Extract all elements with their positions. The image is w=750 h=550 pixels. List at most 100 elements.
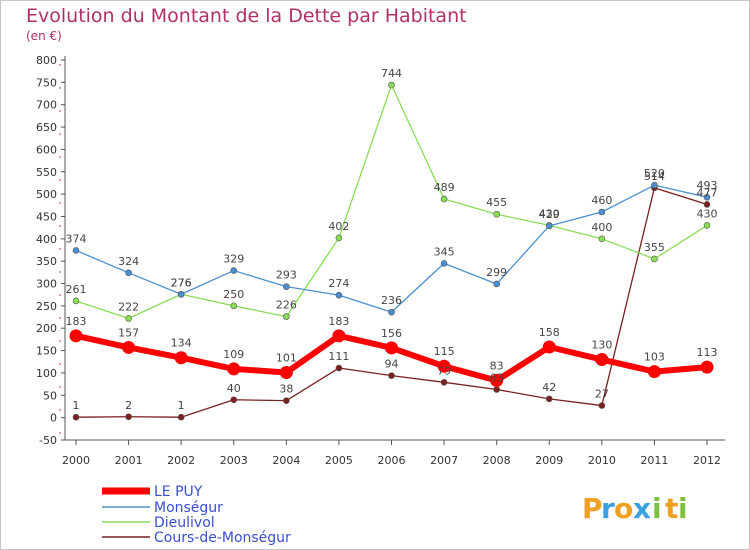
data-point	[493, 386, 500, 393]
data-point	[283, 283, 290, 290]
data-label: 324	[118, 255, 139, 268]
data-point	[703, 193, 711, 201]
data-point	[703, 222, 711, 229]
x-tick-label: 2000	[62, 454, 90, 467]
y-tick-label: 450	[36, 210, 57, 223]
data-label: 115	[434, 345, 455, 358]
x-tick-label: 2006	[378, 454, 406, 467]
data-point	[283, 397, 290, 404]
data-point	[493, 210, 500, 218]
data-point	[542, 340, 556, 354]
data-label: 27	[595, 388, 609, 401]
data-label: 40	[227, 382, 241, 395]
data-point	[700, 360, 714, 374]
data-label: 514	[644, 170, 665, 183]
x-tick-label: 2003	[220, 454, 248, 467]
data-point	[388, 308, 395, 316]
proxiti-logo: Pr o x i t i	[582, 492, 688, 525]
y-tick-label: 400	[36, 233, 57, 246]
data-point	[388, 81, 395, 89]
data-point	[69, 329, 83, 343]
data-label: 477	[697, 186, 718, 199]
data-point	[72, 413, 80, 421]
data-label: 156	[381, 327, 402, 340]
y-tick-label: 150	[36, 345, 57, 358]
logo-letter: i	[678, 492, 688, 525]
data-point	[122, 340, 136, 354]
data-point	[72, 297, 80, 305]
x-tick-label: 2010	[588, 454, 616, 467]
data-label: 42	[542, 381, 556, 394]
data-point	[125, 413, 132, 421]
data-point	[335, 364, 343, 372]
x-tick-label: 2005	[325, 454, 353, 467]
data-label: 1	[73, 399, 80, 412]
legend-label: Cours-de-Monségur	[154, 530, 291, 546]
data-label: 2	[125, 399, 132, 412]
data-point	[230, 396, 238, 404]
data-label: 94	[385, 358, 399, 371]
legend-label: LE PUY	[154, 484, 203, 500]
data-point	[440, 379, 448, 386]
data-label: 276	[171, 276, 192, 289]
x-tick-label: 2001	[115, 454, 143, 467]
data-label: 103	[644, 351, 665, 364]
data-point	[125, 315, 132, 322]
data-point	[335, 234, 343, 242]
data-point	[651, 181, 658, 189]
legend-label: Dieulivol	[154, 515, 215, 531]
data-point	[437, 359, 451, 373]
data-point	[177, 290, 185, 298]
y-tick-label: 650	[36, 121, 57, 134]
data-label: 158	[539, 326, 560, 339]
data-point	[385, 341, 398, 355]
data-label: 183	[328, 315, 349, 328]
data-point	[125, 269, 132, 277]
y-tick-label: 700	[36, 99, 57, 112]
y-tick-label: 500	[36, 188, 57, 201]
x-tick-label: 2004	[272, 454, 300, 467]
x-tick-label: 2009	[535, 454, 563, 467]
logo-letter: r	[601, 492, 615, 525]
data-point	[174, 351, 188, 365]
data-label: 250	[223, 288, 244, 301]
data-label: 111	[328, 350, 349, 363]
y-tick-label: 550	[36, 166, 57, 179]
data-point	[598, 402, 606, 409]
x-tick-label: 2007	[430, 454, 458, 467]
data-labels: 1 2 1 40 38 111 94 79 63 42 27 514 477 261 222 276 250 22…	[66, 67, 718, 412]
data-point	[598, 235, 606, 243]
data-point	[227, 362, 241, 376]
y-tick-label: 800	[36, 54, 57, 67]
x-tick-label: 2002	[167, 454, 195, 467]
data-point	[230, 302, 238, 310]
y-tick-label: -50	[39, 434, 57, 447]
data-point	[388, 372, 395, 379]
data-point	[279, 365, 293, 379]
y-tick-label: 50	[43, 389, 57, 402]
data-label: 493	[697, 179, 718, 192]
data-label: 261	[66, 283, 87, 296]
data-label: 226	[276, 299, 297, 312]
x-tick-label: 2012	[693, 454, 721, 467]
data-label: 402	[328, 220, 349, 233]
data-point	[440, 195, 448, 203]
data-label: 113	[697, 346, 718, 359]
data-label: 345	[434, 245, 455, 258]
data-label: 329	[223, 253, 244, 266]
y-tick-label: 300	[36, 278, 57, 291]
data-label: 430	[697, 207, 718, 220]
data-point	[72, 247, 80, 254]
data-label: 293	[276, 269, 297, 282]
data-label: 274	[328, 277, 349, 290]
data-point	[230, 267, 238, 274]
axes: -50 0 50 100 150 200 250 300 350 400 450 500 550 600 6…	[36, 54, 725, 467]
data-point	[647, 365, 661, 379]
chart-title: Evolution du Montant de la Dette par Hab…	[26, 5, 467, 27]
data-label: 1	[178, 399, 185, 412]
data-point	[703, 201, 711, 208]
data-point	[440, 260, 448, 267]
series-layer	[69, 81, 714, 421]
